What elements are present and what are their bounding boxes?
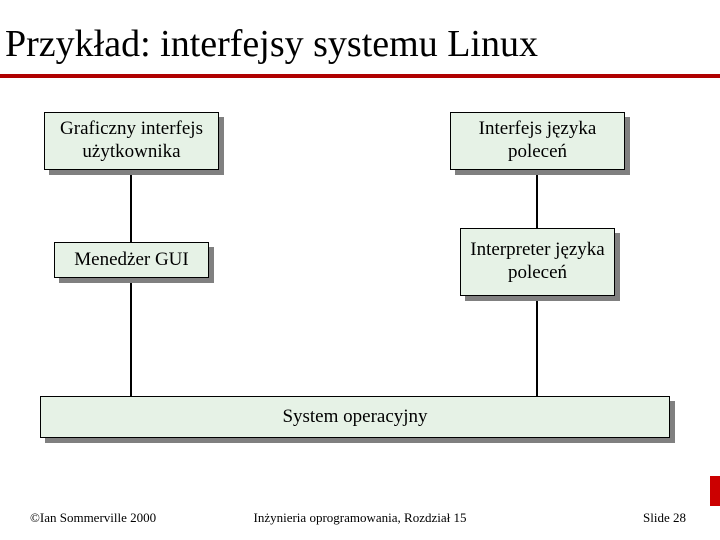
- os-box: System operacyjny: [40, 396, 670, 438]
- connector: [536, 296, 538, 396]
- footer-slide-number: Slide 28: [643, 510, 686, 526]
- title-underline: [0, 74, 720, 78]
- connector: [130, 278, 132, 396]
- footer-chapter: Inżynieria oprogramowania, Rozdział 15: [0, 510, 720, 526]
- right-red-accent: [710, 476, 720, 506]
- gui_interface-box: Graficzny interfejs użytkownika: [44, 112, 219, 170]
- slide-title: Przykład: interfejsy systemu Linux: [5, 22, 538, 66]
- connector: [536, 170, 538, 228]
- connector: [130, 170, 132, 242]
- cli_interface-box: Interfejs języka poleceń: [450, 112, 625, 170]
- interpreter-box: Interpreter języka poleceń: [460, 228, 615, 296]
- gui_manager-box: Menedżer GUI: [54, 242, 209, 278]
